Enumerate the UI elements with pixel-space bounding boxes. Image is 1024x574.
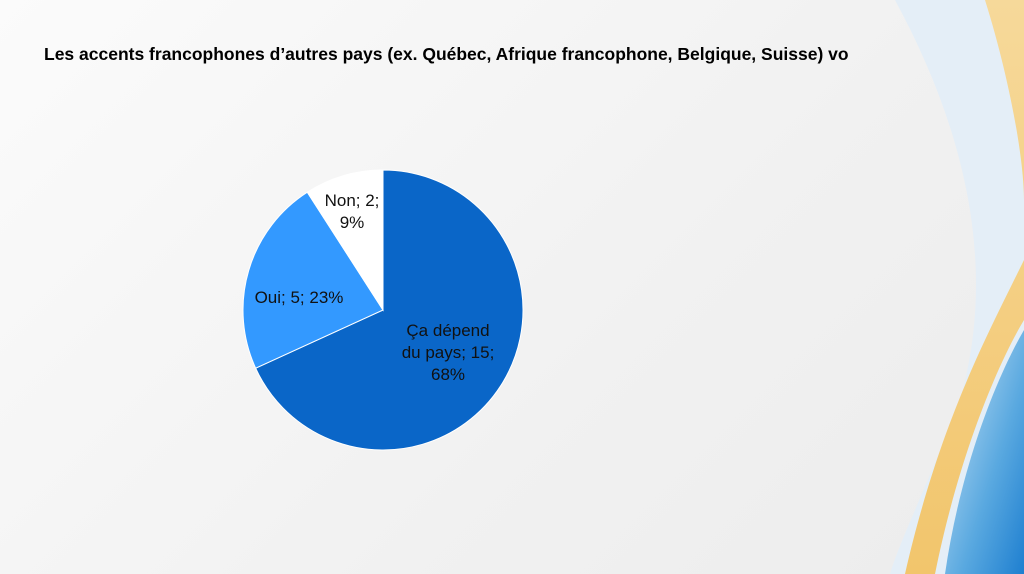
- chart-title: Les accents francophones d’autres pays (…: [44, 44, 849, 64]
- pie-slice: [254, 169, 524, 451]
- wave-blue: [945, 330, 1024, 574]
- data-label: Oui; 5; 23%: [254, 288, 344, 307]
- wave-yellow: [905, 0, 1024, 574]
- data-label: Non; 2; 9%: [324, 191, 380, 232]
- pie-slice: [242, 191, 384, 369]
- data-label: Ça dépend du pays; 15; 68%: [401, 321, 495, 384]
- pie-slice: [306, 169, 384, 312]
